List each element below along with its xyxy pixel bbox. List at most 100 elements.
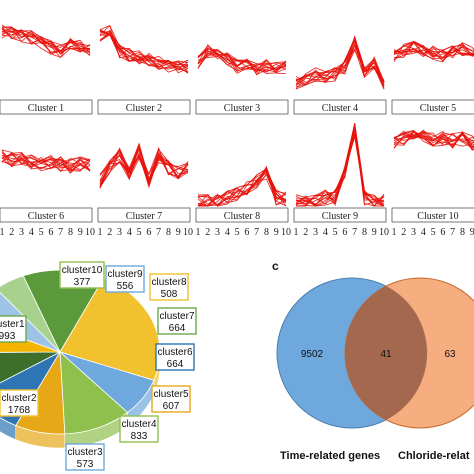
cluster-profile-line (295, 123, 385, 207)
x-tick-label: 1 (98, 227, 103, 238)
x-tick-label: 1 (196, 227, 201, 238)
cluster-profile-line (99, 31, 189, 68)
cluster-profile-line (1, 151, 91, 174)
x-tick-label: 5 (431, 227, 436, 238)
x-tick-label: 2 (401, 227, 406, 238)
pie-label-name: cluster1 (0, 319, 25, 330)
x-tick-label: 8 (166, 227, 171, 238)
cluster-label-box (195, 99, 289, 115)
cluster-profile-line (295, 129, 385, 205)
cluster-panel-10: Cluster 10 (391, 129, 474, 223)
x-tick-label: 4 (127, 227, 132, 238)
pie-label-value: 573 (77, 459, 94, 470)
x-tick-label: 4 (29, 227, 34, 238)
pie-slice-cluster7 (0, 351, 61, 384)
pie-label-value: 664 (167, 359, 184, 370)
cluster-profile-line (393, 46, 474, 60)
pie-label-box (119, 415, 159, 443)
x-tick-label: 3 (215, 227, 220, 238)
pie-label-box (149, 273, 189, 301)
cluster-label: Cluster 6 (28, 211, 64, 222)
cluster-profile-line (197, 50, 287, 73)
x-tick-label: 3 (19, 227, 24, 238)
cluster-profile-line (1, 27, 91, 52)
cluster-profile-line (295, 44, 385, 84)
cluster-panel-9: Cluster 9 (293, 123, 387, 223)
pie-slice-side-cluster6 (0, 417, 17, 440)
cluster-profile-line (1, 153, 91, 171)
cluster-profile-line (1, 153, 91, 172)
pie-label-box (65, 443, 105, 471)
cluster-profile-line (2, 26, 91, 54)
cluster-label-box (293, 207, 387, 223)
cluster-profile-line (1, 27, 91, 53)
cluster-profile-line (197, 47, 287, 70)
cluster-label-box (0, 99, 93, 115)
cluster-label: Cluster 5 (420, 103, 456, 114)
pie-label-value: 664 (169, 323, 186, 334)
pie-label-box (151, 385, 191, 413)
cluster-label-box (293, 99, 387, 115)
cluster-label: Cluster 9 (322, 211, 358, 222)
cluster-profile-line (99, 149, 189, 186)
pie-label-value: 1768 (8, 405, 31, 416)
x-tick-label: 6 (146, 227, 151, 238)
x-tick-label: 7 (58, 227, 63, 238)
panel-a-cluster-grid: Cluster 1 Cluster 2 Cluster 3 Cluster 4 Clus… (0, 24, 474, 238)
x-tick-label: 7 (450, 227, 455, 238)
pie-label-name: cluster5 (153, 389, 188, 400)
cluster-label: Cluster 8 (224, 211, 260, 222)
cluster-label-box (391, 99, 474, 115)
cluster-profile-line (99, 29, 189, 66)
x-tick-label: 1 (294, 227, 299, 238)
pie-label-name: cluster9 (107, 269, 142, 280)
cluster-panel-4: Cluster 4 (293, 34, 387, 115)
cluster-panel-1: Cluster 1 (0, 24, 93, 115)
x-tick-label: 4 (323, 227, 328, 238)
cluster-profile-line (99, 32, 189, 66)
x-tick-label: 9 (274, 227, 279, 238)
cluster-profile-line (393, 131, 474, 149)
cluster-panel-3: Cluster 3 (195, 44, 289, 115)
pie-label-value: 833 (131, 431, 148, 442)
cluster-profile-line (1, 31, 91, 53)
cluster-label: Cluster 3 (224, 103, 260, 114)
x-tick-label: 6 (48, 227, 53, 238)
pie-label-name: cluster7 (159, 311, 194, 322)
pie-label-name: cluster4 (121, 419, 156, 430)
venn-time-only-count: 9502 (301, 349, 324, 360)
pie-label-box (59, 261, 105, 289)
cluster-profile-line (1, 149, 91, 172)
x-tick-label: 8 (68, 227, 73, 238)
pie-label-value: 993 (0, 331, 16, 342)
x-tick-label: 1 (0, 227, 5, 238)
cluster-profile-line (393, 45, 474, 58)
x-tick-label: 8 (264, 227, 269, 238)
x-tick-label: 3 (411, 227, 416, 238)
x-tick-label: 3 (313, 227, 318, 238)
x-tick-label: 2 (9, 227, 14, 238)
pie-label-name: cluster8 (151, 277, 186, 288)
cluster-label: Cluster 7 (126, 211, 162, 222)
pie-label-box (155, 343, 195, 371)
x-tick-label: 3 (117, 227, 122, 238)
venn-chloride-only-count: 63 (444, 349, 456, 360)
cluster-profile-line (197, 48, 287, 72)
x-tick-label: 4 (225, 227, 230, 238)
pie-label-name: cluster3 (67, 447, 102, 458)
cluster-profile-line (295, 34, 385, 85)
pie-label-value: 607 (163, 401, 180, 412)
x-tick-label: 9 (176, 227, 181, 238)
pie-label-cluster1: cluster1993 (0, 315, 27, 343)
cluster-profile-line (393, 41, 474, 59)
cluster-profile-line (197, 54, 287, 74)
cluster-profile-line (1, 157, 91, 173)
pie-label-value: 556 (117, 281, 134, 292)
x-tick-label: 5 (235, 227, 240, 238)
cluster-label: Cluster 1 (28, 103, 64, 114)
x-tick-label: 6 (342, 227, 347, 238)
cluster-label: Cluster 10 (417, 211, 458, 222)
